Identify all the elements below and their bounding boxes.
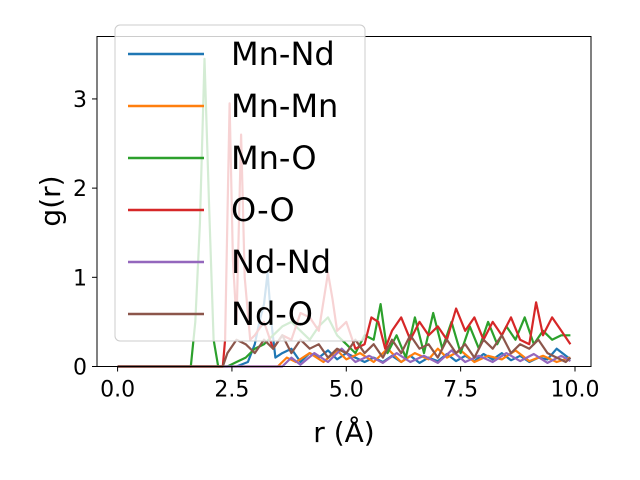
x-tick-label: 0.0 xyxy=(100,378,135,403)
legend-label-mn-nd: Mn-Nd xyxy=(231,35,335,73)
y-tick-label: 0 xyxy=(73,356,87,381)
series-line-nd-nd xyxy=(117,347,571,368)
x-tick-label: 10.0 xyxy=(550,378,599,403)
x-tick-label: 7.5 xyxy=(443,378,478,403)
series-line-nd-o xyxy=(117,334,572,368)
x-tick-label: 2.5 xyxy=(214,378,249,403)
legend-label-nd-o: Nd-O xyxy=(231,295,313,333)
x-axis-label: r (Å) xyxy=(313,415,374,449)
series-line-mn-mn xyxy=(117,347,571,368)
x-axis-ticks: 0.0 2.5 5.0 7.5 10.0 xyxy=(100,366,599,403)
y-tick-label: 1 xyxy=(73,266,87,291)
y-axis-ticks: 0 1 2 3 xyxy=(73,88,97,381)
legend-label-mn-mn: Mn-Mn xyxy=(231,87,338,125)
y-tick-label: 3 xyxy=(73,88,87,113)
legend-label-mn-o: Mn-O xyxy=(231,139,317,177)
x-tick-label: 5.0 xyxy=(329,378,364,403)
y-tick-label: 2 xyxy=(73,177,87,202)
y-axis-label: g(r) xyxy=(34,175,67,226)
legend-label-o-o: O-O xyxy=(231,191,295,229)
legend-label-nd-nd: Nd-Nd xyxy=(231,243,331,281)
legend: Mn-Nd Mn-Mn Mn-O O-O Nd-Nd Nd-O xyxy=(114,24,366,342)
